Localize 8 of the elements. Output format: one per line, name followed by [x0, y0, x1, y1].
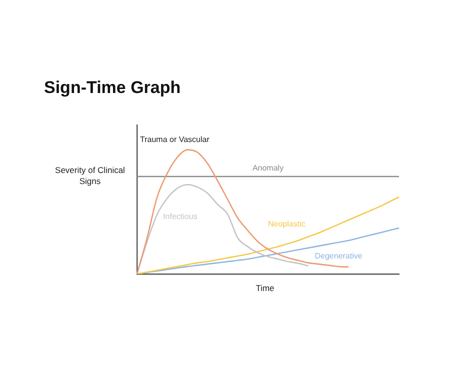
x-axis-title: Time — [254, 283, 276, 293]
series-label: Degenerative — [314, 252, 363, 261]
series-label: Infectious — [163, 212, 198, 221]
series-label: Trauma or Vascular — [140, 135, 210, 144]
chart-title: Sign-Time Graph — [44, 78, 181, 98]
series-label: Neoplastic — [268, 219, 306, 228]
series-label: Anomaly — [252, 164, 284, 173]
y-axis-title: Severity of Clinical Signs — [54, 165, 126, 187]
